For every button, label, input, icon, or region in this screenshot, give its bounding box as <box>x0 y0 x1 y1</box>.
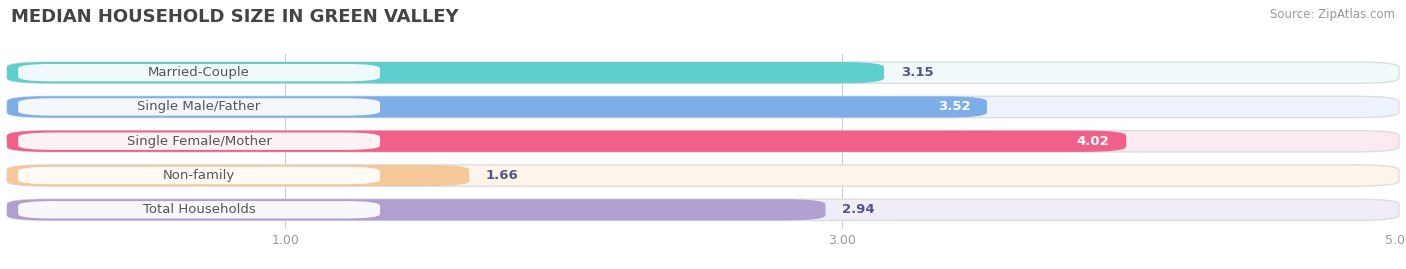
FancyBboxPatch shape <box>7 62 884 83</box>
Text: 3.15: 3.15 <box>901 66 934 79</box>
FancyBboxPatch shape <box>7 130 1126 152</box>
Text: 1.66: 1.66 <box>486 169 519 182</box>
FancyBboxPatch shape <box>7 96 1399 118</box>
FancyBboxPatch shape <box>7 62 1399 83</box>
FancyBboxPatch shape <box>7 165 470 186</box>
FancyBboxPatch shape <box>18 98 380 116</box>
FancyBboxPatch shape <box>7 130 1399 152</box>
Text: Married-Couple: Married-Couple <box>148 66 250 79</box>
FancyBboxPatch shape <box>7 199 1399 220</box>
Text: 4.02: 4.02 <box>1077 135 1109 148</box>
FancyBboxPatch shape <box>7 199 825 220</box>
Text: Single Male/Father: Single Male/Father <box>138 100 260 114</box>
FancyBboxPatch shape <box>18 133 380 150</box>
FancyBboxPatch shape <box>18 201 380 218</box>
Text: 3.52: 3.52 <box>938 100 970 114</box>
Text: Source: ZipAtlas.com: Source: ZipAtlas.com <box>1270 8 1395 21</box>
Text: Single Female/Mother: Single Female/Mother <box>127 135 271 148</box>
FancyBboxPatch shape <box>18 167 380 184</box>
Text: Non-family: Non-family <box>163 169 235 182</box>
Text: MEDIAN HOUSEHOLD SIZE IN GREEN VALLEY: MEDIAN HOUSEHOLD SIZE IN GREEN VALLEY <box>11 8 458 26</box>
Text: 2.94: 2.94 <box>842 203 875 216</box>
FancyBboxPatch shape <box>7 96 987 118</box>
Text: Total Households: Total Households <box>143 203 256 216</box>
FancyBboxPatch shape <box>18 64 380 81</box>
FancyBboxPatch shape <box>7 165 1399 186</box>
